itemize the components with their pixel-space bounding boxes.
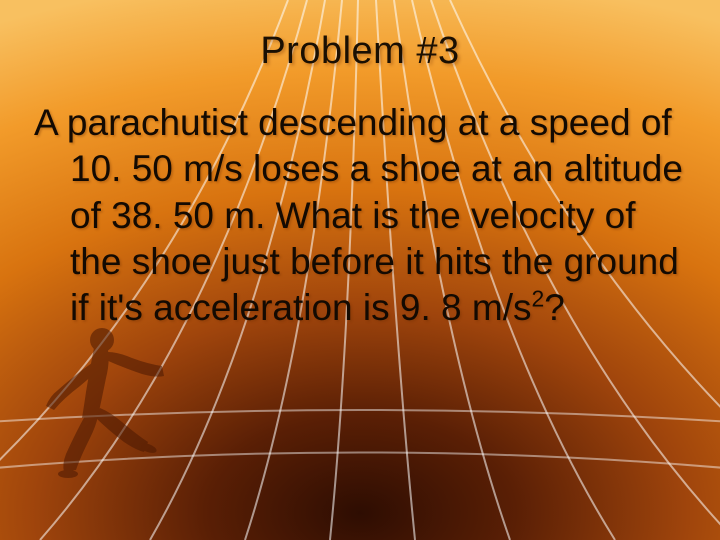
slide: Problem #3 A parachutist descending at a… [0, 0, 720, 540]
slide-title: Problem #3 [0, 30, 720, 73]
body-text: A parachutist descending at a speed of 1… [34, 100, 694, 331]
slide-body: A parachutist descending at a speed of 1… [34, 100, 694, 331]
runner-silhouette [40, 320, 170, 480]
